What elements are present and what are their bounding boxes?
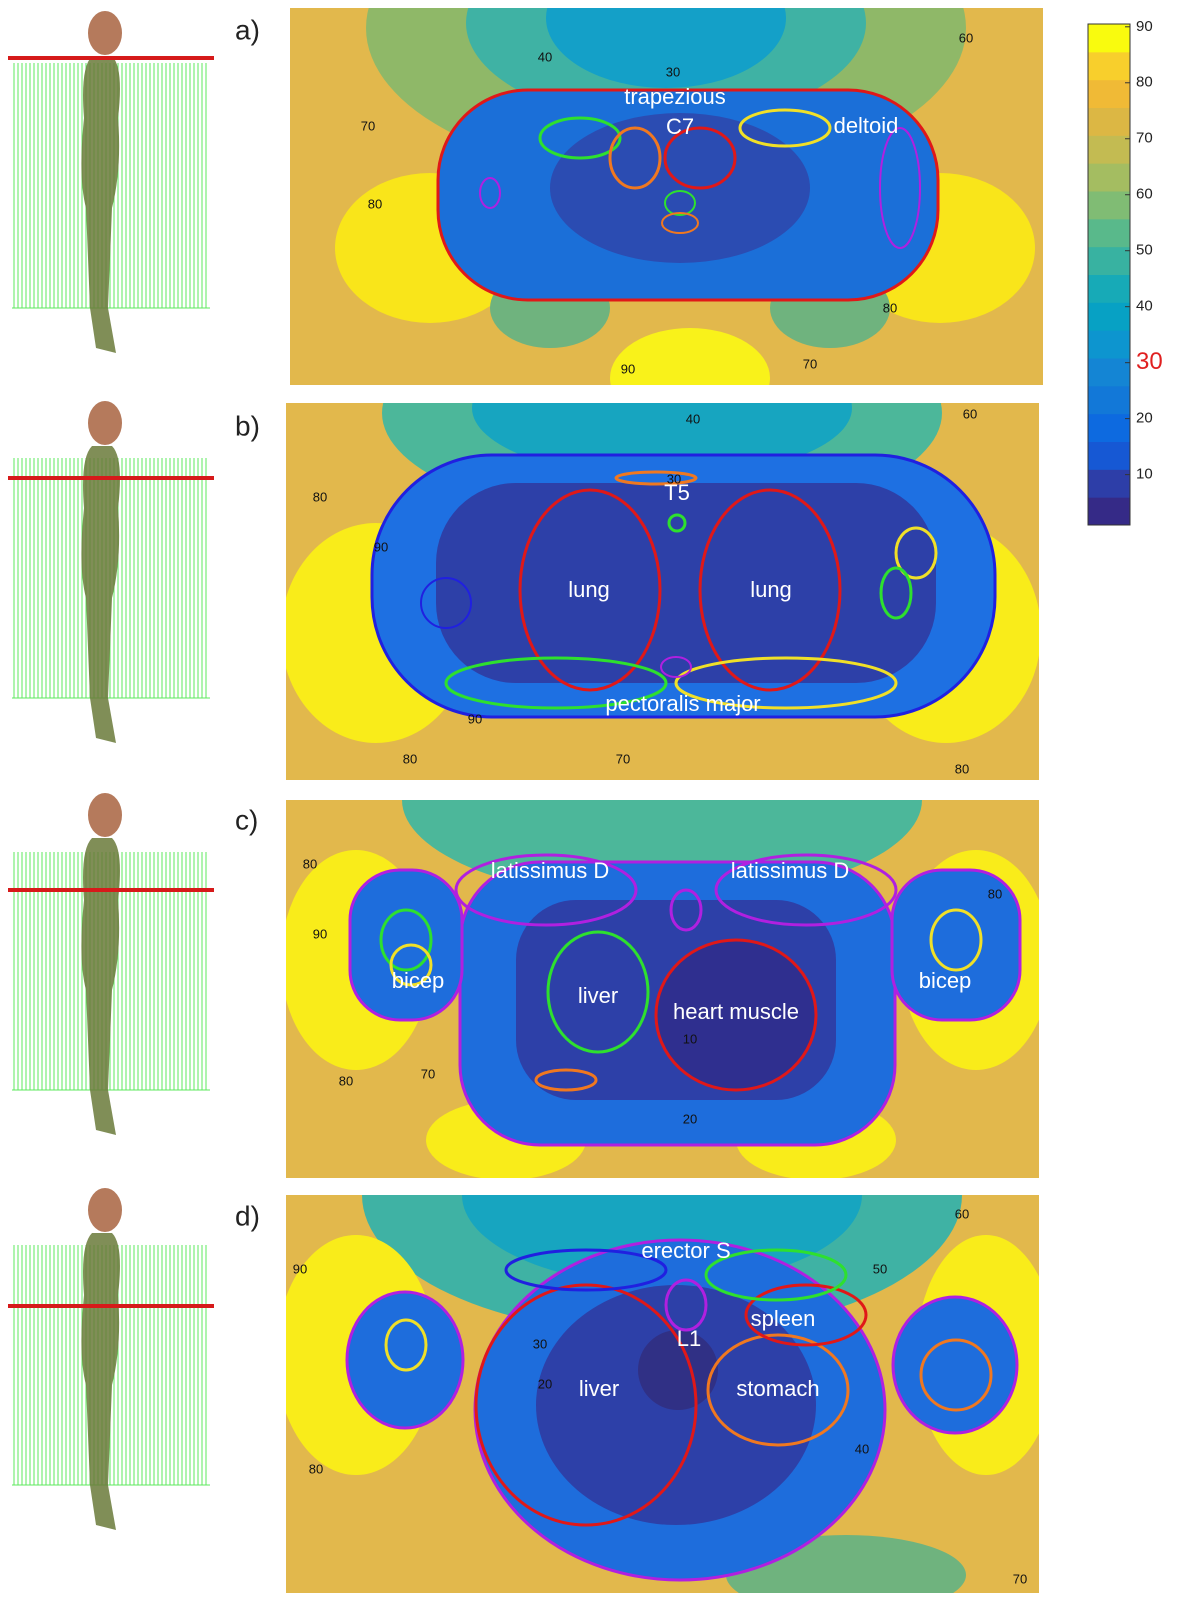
- colorbar-band: [1088, 52, 1130, 80]
- contour-label: 60: [963, 406, 977, 421]
- colorbar-tick-label: 90: [1136, 18, 1153, 35]
- annotation: lung: [568, 577, 610, 602]
- contour-label: 80: [988, 886, 1002, 901]
- contour-label: 70: [1013, 1571, 1027, 1586]
- body-reference: [8, 793, 214, 1135]
- colorbar-band: [1088, 358, 1130, 386]
- colorbar-band: [1088, 442, 1130, 470]
- annotation: L1: [677, 1326, 701, 1351]
- contour-label: 80: [883, 300, 897, 315]
- colorbar-band: [1088, 497, 1130, 525]
- contour-label: 70: [361, 118, 375, 133]
- contour-label: 50: [873, 1261, 887, 1276]
- annotation: deltoid: [834, 113, 899, 138]
- colorbar-band: [1088, 24, 1130, 52]
- panel-label: a): [235, 14, 260, 45]
- contour-label: 40: [855, 1441, 869, 1456]
- annotation: trapezious: [624, 84, 726, 109]
- contour-label: 70: [803, 356, 817, 371]
- colorbar-tick-label: 80: [1136, 74, 1153, 91]
- contour-label: 70: [616, 751, 630, 766]
- head: [88, 11, 122, 55]
- head: [88, 401, 122, 445]
- contour-label: 80: [368, 196, 382, 211]
- annotation: erector S: [641, 1238, 730, 1263]
- annotation: heart muscle: [673, 999, 799, 1024]
- panel-label: c): [235, 804, 258, 835]
- annotation: liver: [579, 1376, 619, 1401]
- contour-label: 30: [667, 471, 681, 486]
- contour-label: 80: [955, 761, 969, 776]
- colorbar-band: [1088, 108, 1130, 136]
- colorbar-band: [1088, 386, 1130, 414]
- contour-label: 80: [339, 1073, 353, 1088]
- contour-label: 90: [468, 711, 482, 726]
- contour-label: 90: [621, 361, 635, 376]
- colorbar-tick-label: 40: [1136, 298, 1153, 315]
- annotation: lung: [750, 577, 792, 602]
- panel-label: b): [235, 410, 260, 441]
- contour-region: [436, 483, 936, 683]
- contour-label: 10: [683, 1031, 697, 1046]
- colorbar-band: [1088, 191, 1130, 219]
- contour-label: 90: [293, 1261, 307, 1276]
- contour-label: 80: [309, 1461, 323, 1476]
- colorbar-band: [1088, 275, 1130, 303]
- contour-label: 40: [686, 411, 700, 426]
- annotation: stomach: [736, 1376, 819, 1401]
- colorbar-band: [1088, 302, 1130, 330]
- contour-label: 60: [959, 30, 973, 45]
- colorbar-band: [1088, 219, 1130, 247]
- contour-panel: trapezious C7 deltoid 40 30 70 80 60 80 70 90: [290, 0, 1043, 428]
- annotation: liver: [578, 983, 618, 1008]
- colorbar-band: [1088, 247, 1130, 275]
- contour-region: [893, 1297, 1017, 1433]
- contour-label: 90: [313, 926, 327, 941]
- body-reference: [8, 1188, 214, 1530]
- body-reference: [8, 11, 214, 353]
- annotation: bicep: [919, 968, 972, 993]
- annotation: bicep: [392, 968, 445, 993]
- annotation: latissimus D: [491, 858, 610, 883]
- colorbar-band: [1088, 163, 1130, 191]
- colorbar-band: [1088, 330, 1130, 358]
- contour-label: 40: [538, 49, 552, 64]
- colorbar-tick-label: 10: [1136, 466, 1153, 483]
- contour-label: 30: [666, 64, 680, 79]
- panel-label: d): [235, 1200, 260, 1231]
- annotation: C7: [666, 114, 694, 139]
- colorbar-tick-label: 20: [1136, 410, 1153, 427]
- contour-label: 70: [421, 1066, 435, 1081]
- colorbar-band: [1088, 80, 1130, 108]
- colorbar-tick-label: 60: [1136, 186, 1153, 203]
- colorbar-band: [1088, 135, 1130, 163]
- annotation: spleen: [751, 1306, 816, 1331]
- contour-label: 80: [313, 489, 327, 504]
- body-reference: [8, 401, 214, 743]
- contour-label: 80: [303, 856, 317, 871]
- contour-label: 80: [403, 751, 417, 766]
- colorbar-tick-label: 70: [1136, 130, 1153, 147]
- colorbar-tick-label: 30: [1136, 348, 1163, 375]
- head: [88, 1188, 122, 1232]
- contour-label: 60: [955, 1206, 969, 1221]
- contour-label: 30: [533, 1336, 547, 1351]
- head: [88, 793, 122, 837]
- colorbar-band: [1088, 414, 1130, 442]
- colorbar-tick-label: 50: [1136, 242, 1153, 259]
- annotation: pectoralis major: [605, 691, 760, 716]
- contour-label: 90: [374, 539, 388, 554]
- contour-label: 20: [538, 1376, 552, 1391]
- contour-region: [347, 1292, 463, 1428]
- annotation: latissimus D: [731, 858, 850, 883]
- contour-label: 20: [683, 1111, 697, 1126]
- colorbar-band: [1088, 469, 1130, 497]
- figure: 10 20 30 40 50 60 70 80 90 trapezious C7 deltoid 40 3…: [0, 0, 1191, 1593]
